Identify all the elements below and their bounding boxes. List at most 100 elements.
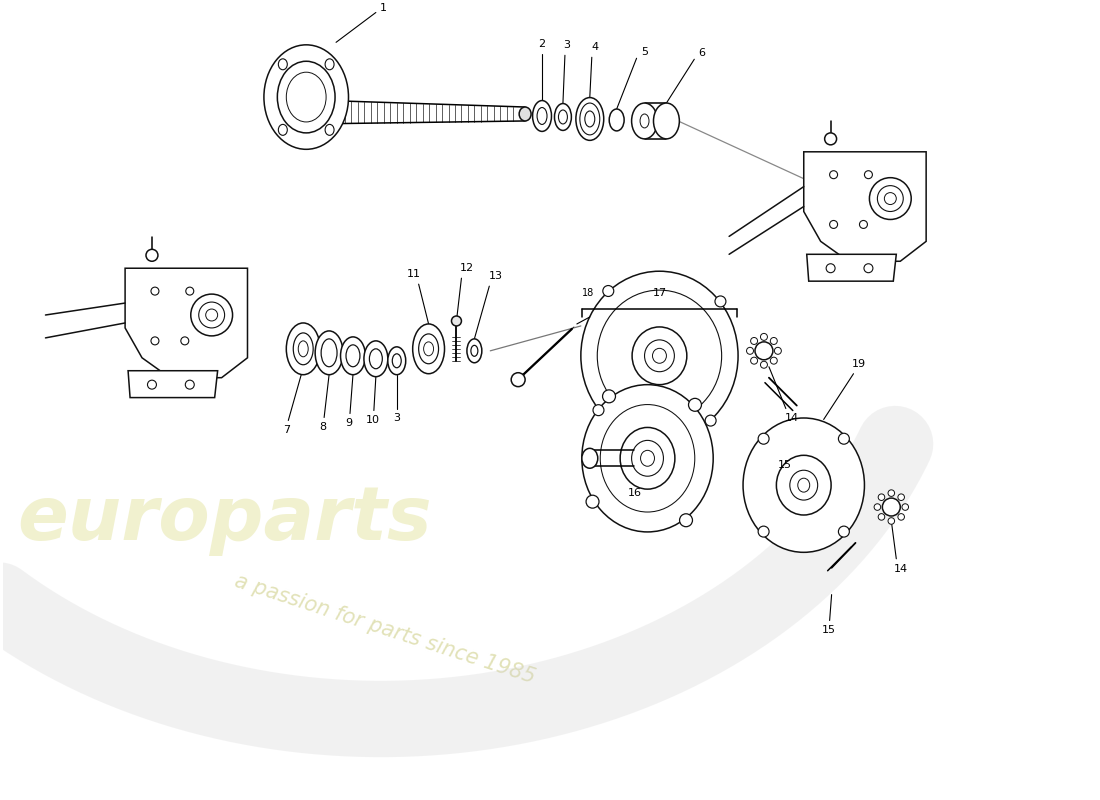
Circle shape xyxy=(825,133,837,145)
Ellipse shape xyxy=(190,294,232,336)
Circle shape xyxy=(888,518,894,524)
Text: 16: 16 xyxy=(628,488,641,498)
Ellipse shape xyxy=(581,271,738,440)
Ellipse shape xyxy=(199,302,224,328)
Ellipse shape xyxy=(393,354,402,368)
Circle shape xyxy=(147,380,156,389)
Polygon shape xyxy=(806,254,896,281)
Circle shape xyxy=(146,250,158,262)
Ellipse shape xyxy=(466,339,482,362)
Ellipse shape xyxy=(580,103,600,135)
Circle shape xyxy=(593,405,604,416)
Ellipse shape xyxy=(554,103,571,130)
Ellipse shape xyxy=(286,72,326,122)
Ellipse shape xyxy=(609,109,624,131)
Ellipse shape xyxy=(278,59,287,70)
Ellipse shape xyxy=(346,345,360,366)
Circle shape xyxy=(750,338,758,345)
Circle shape xyxy=(874,504,881,510)
Ellipse shape xyxy=(519,107,531,121)
Ellipse shape xyxy=(559,110,568,124)
Circle shape xyxy=(859,221,868,229)
Circle shape xyxy=(878,514,884,520)
Text: 15: 15 xyxy=(778,460,792,470)
Ellipse shape xyxy=(277,62,336,133)
Circle shape xyxy=(829,221,837,229)
Text: 15: 15 xyxy=(822,626,836,635)
Ellipse shape xyxy=(206,309,218,321)
Ellipse shape xyxy=(869,178,911,219)
Ellipse shape xyxy=(777,455,832,515)
Ellipse shape xyxy=(537,107,547,125)
Circle shape xyxy=(151,287,158,295)
Circle shape xyxy=(680,514,693,526)
Circle shape xyxy=(760,334,768,340)
Ellipse shape xyxy=(601,405,695,512)
Ellipse shape xyxy=(264,45,349,150)
Circle shape xyxy=(747,347,754,354)
Circle shape xyxy=(186,287,194,295)
Text: europarts: europarts xyxy=(18,483,432,557)
Ellipse shape xyxy=(412,324,444,374)
Text: 11: 11 xyxy=(407,269,420,279)
Ellipse shape xyxy=(582,385,713,532)
Text: 12: 12 xyxy=(460,263,473,274)
Ellipse shape xyxy=(512,373,525,386)
Ellipse shape xyxy=(585,111,595,127)
Circle shape xyxy=(586,495,600,508)
Circle shape xyxy=(758,434,769,444)
Text: 10: 10 xyxy=(366,415,379,426)
Ellipse shape xyxy=(294,333,313,365)
Text: 7: 7 xyxy=(283,426,290,435)
Circle shape xyxy=(865,170,872,178)
Ellipse shape xyxy=(878,186,903,211)
Circle shape xyxy=(750,357,758,364)
Ellipse shape xyxy=(653,103,680,139)
Ellipse shape xyxy=(582,448,597,468)
Circle shape xyxy=(774,347,781,354)
Text: 2: 2 xyxy=(539,39,546,50)
Ellipse shape xyxy=(286,323,320,374)
Ellipse shape xyxy=(631,103,658,139)
Circle shape xyxy=(902,504,909,510)
Text: 4: 4 xyxy=(591,42,598,52)
Text: 17: 17 xyxy=(652,288,667,298)
Circle shape xyxy=(185,380,195,389)
Ellipse shape xyxy=(364,341,388,377)
Ellipse shape xyxy=(597,290,722,422)
Text: a passion for parts since 1985: a passion for parts since 1985 xyxy=(232,571,537,688)
Circle shape xyxy=(151,337,158,345)
Ellipse shape xyxy=(631,440,663,476)
Circle shape xyxy=(705,415,716,426)
Ellipse shape xyxy=(620,427,675,489)
Ellipse shape xyxy=(632,327,686,385)
Ellipse shape xyxy=(471,346,477,356)
Circle shape xyxy=(898,514,904,520)
Circle shape xyxy=(770,338,778,345)
Ellipse shape xyxy=(424,342,433,356)
Text: 9: 9 xyxy=(345,418,353,429)
Circle shape xyxy=(838,434,849,444)
Circle shape xyxy=(826,264,835,273)
Ellipse shape xyxy=(742,418,865,552)
Ellipse shape xyxy=(341,337,365,374)
Ellipse shape xyxy=(388,347,406,374)
Circle shape xyxy=(760,362,768,368)
Text: 5: 5 xyxy=(641,47,648,58)
Text: 3: 3 xyxy=(563,40,571,50)
Circle shape xyxy=(898,494,904,501)
Ellipse shape xyxy=(798,478,810,492)
Ellipse shape xyxy=(316,331,343,374)
Circle shape xyxy=(829,170,837,178)
Circle shape xyxy=(603,286,614,297)
Circle shape xyxy=(770,357,778,364)
Ellipse shape xyxy=(419,334,439,364)
Ellipse shape xyxy=(640,450,654,466)
Circle shape xyxy=(838,526,849,537)
Circle shape xyxy=(180,337,189,345)
Text: 6: 6 xyxy=(698,48,706,58)
Text: 8: 8 xyxy=(320,422,327,433)
Text: 13: 13 xyxy=(490,271,504,281)
Polygon shape xyxy=(804,152,926,262)
Polygon shape xyxy=(128,370,218,398)
